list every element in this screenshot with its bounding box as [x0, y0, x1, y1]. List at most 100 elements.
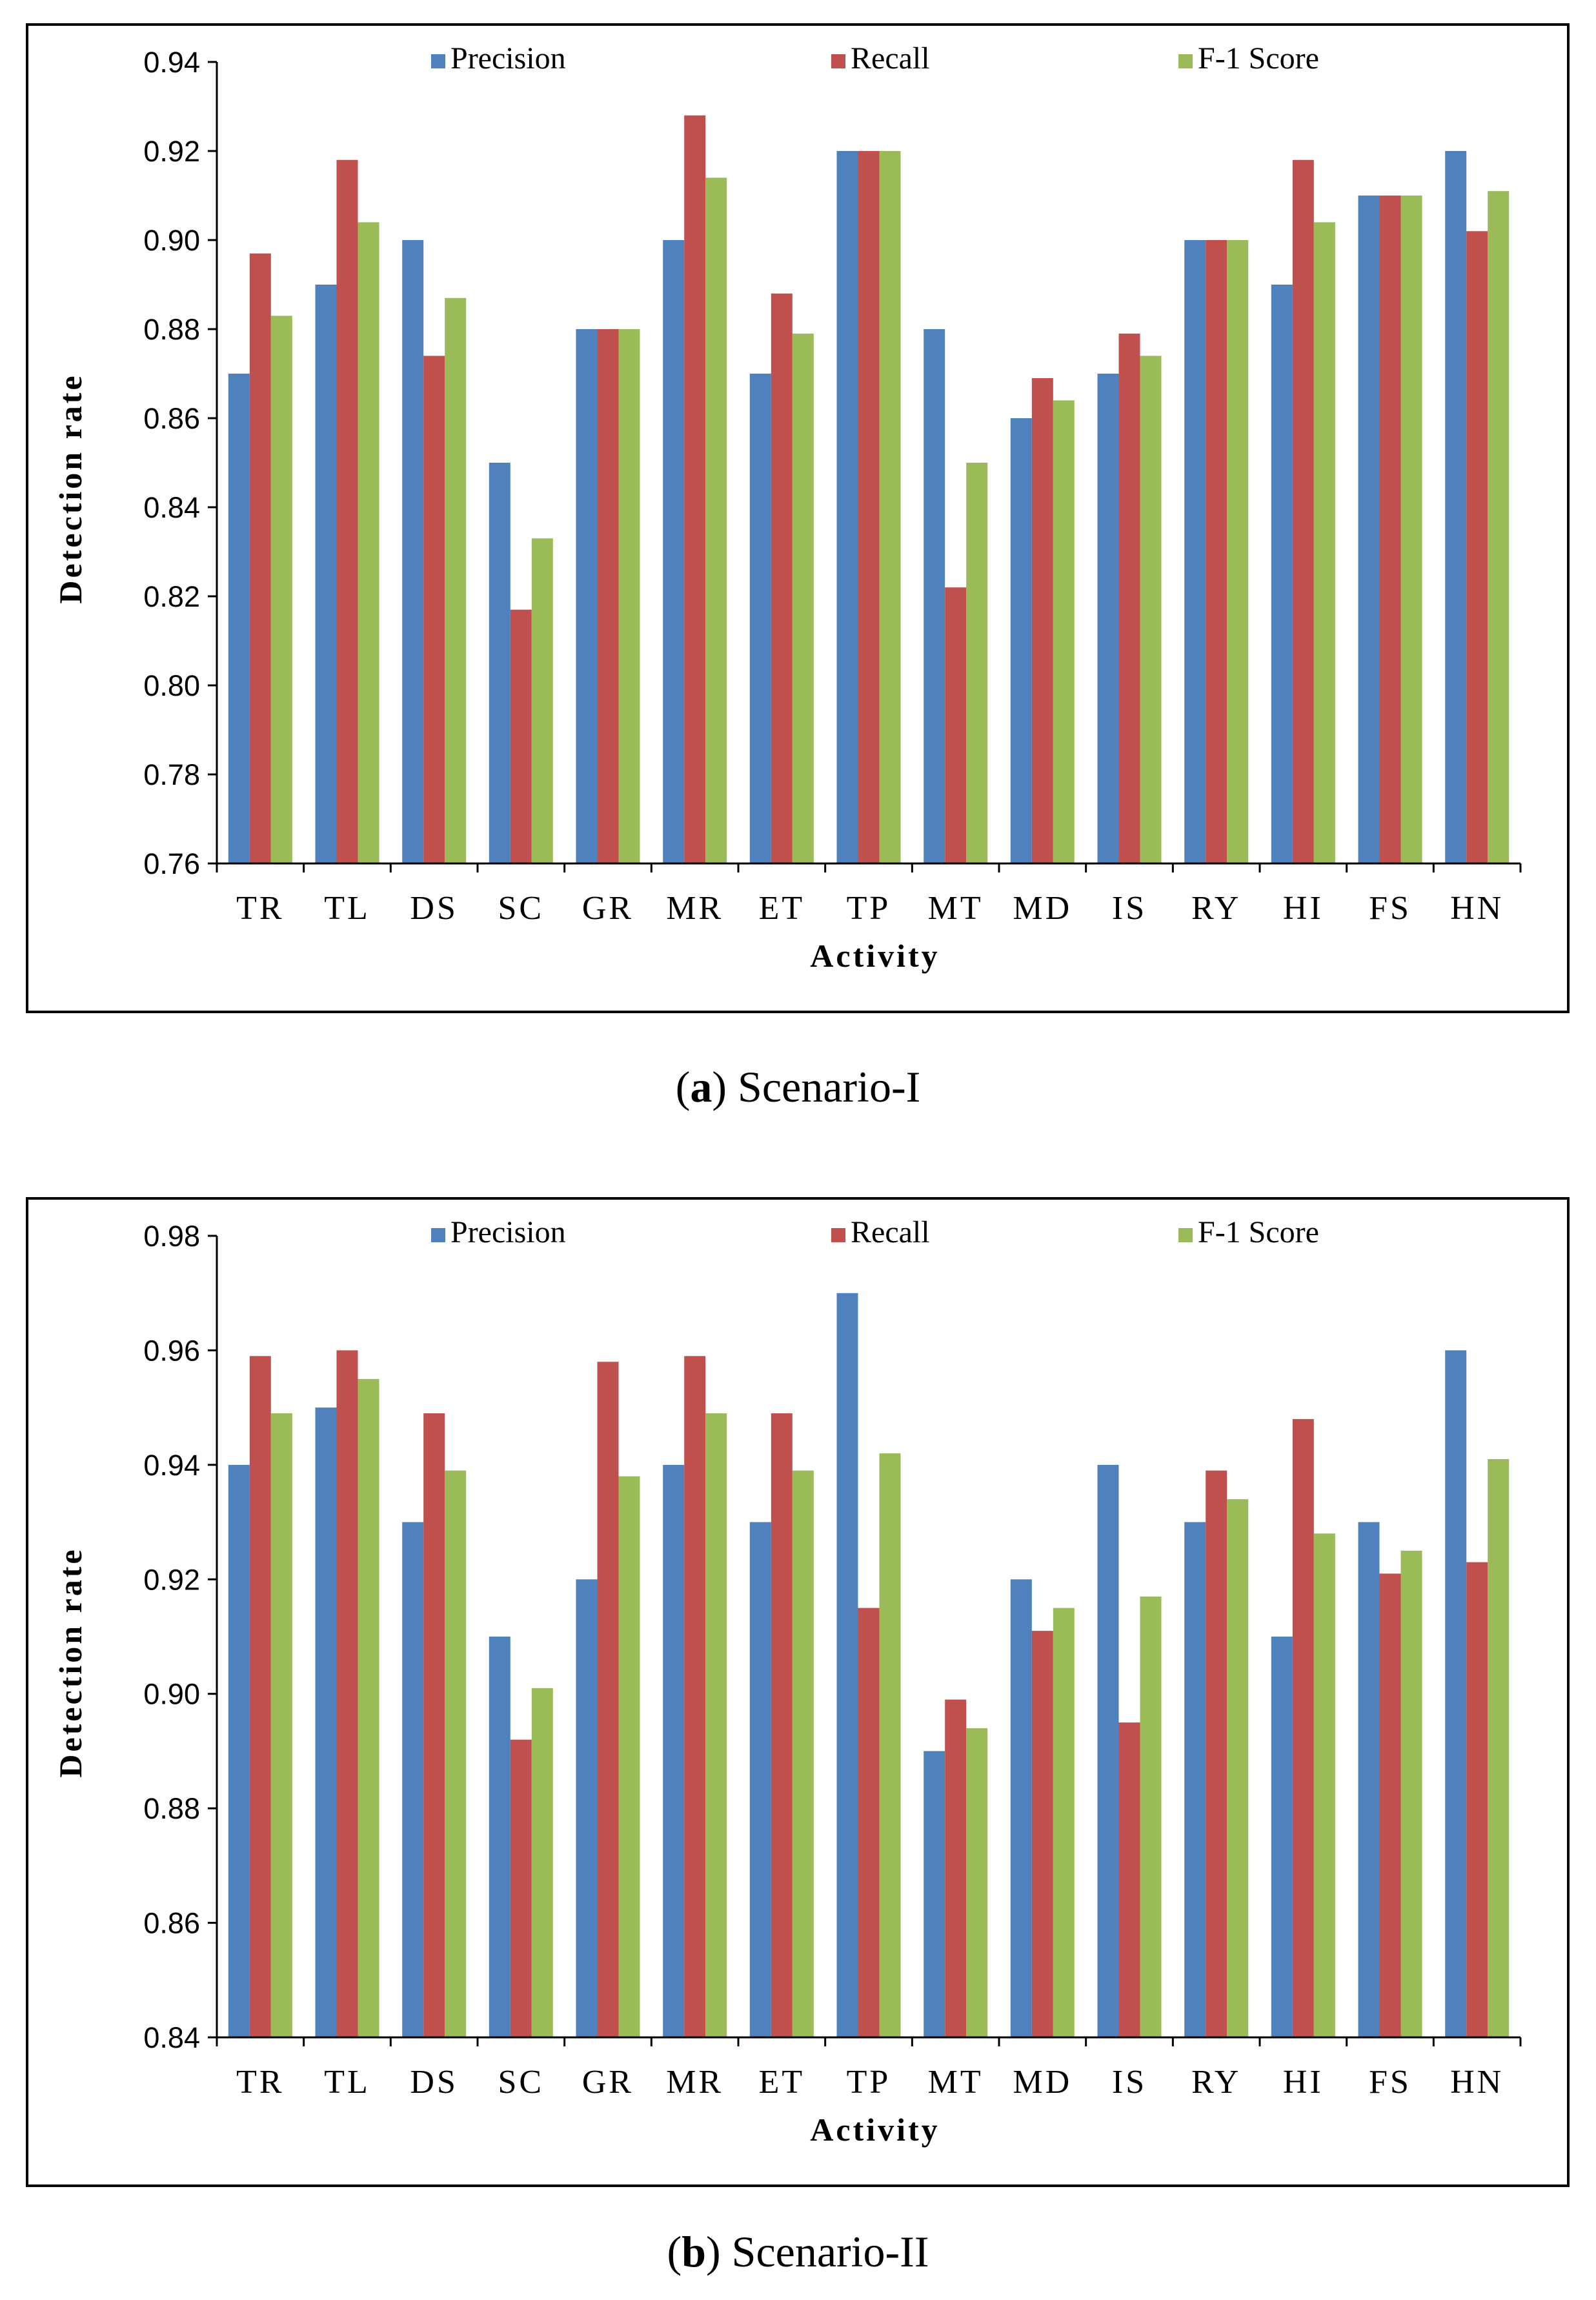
- bar-recall-ds: [423, 1413, 445, 2037]
- bar-precision-gr: [576, 329, 598, 863]
- y-tick-label: 0.82: [143, 580, 200, 613]
- legend-swatch-recall: [831, 54, 845, 68]
- caption-text: Scenario-II: [720, 2227, 929, 2276]
- x-category-label: TP: [847, 2064, 891, 2101]
- caption-scenario-2: (b) Scenario-II: [667, 2227, 929, 2276]
- x-category-label: TL: [324, 2064, 370, 2101]
- y-tick-label: 0.88: [143, 1792, 200, 1825]
- x-category-label: MT: [928, 890, 984, 927]
- bar-recall-mr: [684, 1356, 706, 2037]
- bar-precision-gr: [576, 1579, 598, 2037]
- bar-precision-fs: [1358, 196, 1380, 863]
- caption-scenario-1: (a) Scenario-I: [675, 1062, 921, 1111]
- bar-recall-gr: [597, 1362, 619, 2037]
- bar-precision-sc: [489, 463, 510, 863]
- bar-precision-md: [1010, 418, 1032, 863]
- x-category-label: HI: [1283, 890, 1324, 927]
- bar-recall-tl: [336, 1350, 358, 2037]
- bar-precision-tr: [228, 374, 250, 863]
- bar-recall-hi: [1292, 1418, 1314, 2037]
- legend-label-precision: Precision: [450, 1215, 566, 1249]
- bar-f1-sc: [531, 538, 553, 863]
- x-category-label: TP: [847, 890, 891, 927]
- legend-swatch-precision: [431, 54, 445, 68]
- bar-f1-mt: [966, 1728, 988, 2037]
- y-tick-label: 0.96: [143, 1334, 200, 1367]
- x-category-label: DS: [410, 2064, 458, 2101]
- bar-f1-md: [1053, 400, 1075, 863]
- bar-precision-tp: [836, 1293, 858, 2037]
- x-axis-title: Activity: [810, 938, 940, 974]
- bar-f1-is: [1140, 356, 1162, 863]
- bar-precision-tl: [315, 1407, 337, 2037]
- x-category-label: TR: [236, 890, 284, 927]
- bar-recall-hn: [1466, 231, 1488, 863]
- bar-precision-hi: [1271, 1637, 1293, 2037]
- x-axis-title: Activity: [810, 2112, 940, 2148]
- bar-precision-tp: [836, 151, 858, 863]
- bar-recall-tp: [858, 151, 880, 863]
- bar-recall-gr: [597, 329, 619, 863]
- y-tick-label: 0.98: [143, 1220, 200, 1253]
- legend-label-recall: Recall: [851, 41, 930, 76]
- bar-f1-tp: [879, 151, 901, 863]
- y-tick-label: 0.92: [143, 1563, 200, 1596]
- bar-precision-ry: [1184, 240, 1206, 863]
- bar-precision-fs: [1358, 1522, 1380, 2037]
- bar-recall-is: [1118, 333, 1140, 863]
- x-category-label: DS: [410, 890, 458, 927]
- y-tick-label: 0.84: [143, 491, 200, 524]
- y-tick-label: 0.94: [143, 46, 200, 79]
- x-category-label: IS: [1112, 890, 1147, 927]
- bar-precision-tr: [228, 1464, 250, 2037]
- legend-label-precision: Precision: [450, 41, 566, 76]
- bar-recall-tp: [858, 1608, 880, 2037]
- bar-recall-ry: [1206, 1470, 1227, 2037]
- bar-f1-ds: [445, 298, 467, 863]
- bar-f1-md: [1053, 1608, 1075, 2037]
- bar-recall-fs: [1379, 1573, 1401, 2037]
- bar-precision-hn: [1445, 1350, 1467, 2037]
- x-category-label: MR: [666, 890, 723, 927]
- x-category-label: SC: [498, 890, 545, 927]
- bar-f1-fs: [1400, 196, 1422, 863]
- bar-f1-ds: [445, 1470, 467, 2037]
- y-axis-title: Detection rate: [52, 373, 88, 603]
- legend-label-f1: F-1 Score: [1198, 1215, 1319, 1249]
- y-tick-label: 0.86: [143, 1907, 200, 1940]
- y-tick-label: 0.78: [143, 758, 200, 791]
- bar-recall-tr: [249, 253, 271, 863]
- x-category-label: TR: [236, 2064, 284, 2101]
- x-category-label: SC: [498, 2064, 545, 2101]
- bar-recall-hn: [1466, 1562, 1488, 2037]
- y-axis-title: Detection rate: [52, 1547, 88, 1777]
- bar-f1-hn: [1488, 1459, 1510, 2037]
- y-tick-label: 0.90: [143, 1678, 200, 1711]
- bar-f1-mt: [966, 463, 988, 863]
- legend-swatch-precision: [431, 1228, 445, 1242]
- bar-f1-tl: [358, 1378, 379, 2037]
- chart-panel-scenario-2: 0.84 0.86 0.88 0.90 0.92 0.94 0.96 0.98 TR TL DS SC…: [26, 1197, 1570, 2187]
- bar-precision-mt: [924, 329, 945, 863]
- x-category-label: RY: [1191, 2064, 1241, 2101]
- bar-recall-et: [771, 293, 793, 863]
- bar-precision-mr: [663, 1464, 685, 2037]
- legend-swatch-f1: [1178, 54, 1193, 68]
- bar-recall-md: [1031, 1631, 1053, 2037]
- bar-precision-ds: [402, 240, 424, 863]
- x-category-label: FS: [1369, 2064, 1411, 2101]
- bar-recall-ds: [423, 356, 445, 863]
- legend-swatch-f1: [1178, 1228, 1193, 1242]
- bar-recall-md: [1031, 378, 1053, 863]
- y-tick-label: 0.90: [143, 224, 200, 257]
- x-category-label: HN: [1450, 890, 1504, 927]
- bar-precision-is: [1097, 1464, 1119, 2037]
- y-tick-label: 0.88: [143, 313, 200, 346]
- bar-recall-mr: [684, 115, 706, 863]
- bar-f1-ry: [1227, 240, 1249, 863]
- bar-recall-tr: [249, 1356, 271, 2037]
- legend-swatch-recall: [831, 1228, 845, 1242]
- bar-precision-et: [749, 1522, 771, 2037]
- x-category-label: FS: [1369, 890, 1411, 927]
- caption-letter: a: [690, 1062, 712, 1111]
